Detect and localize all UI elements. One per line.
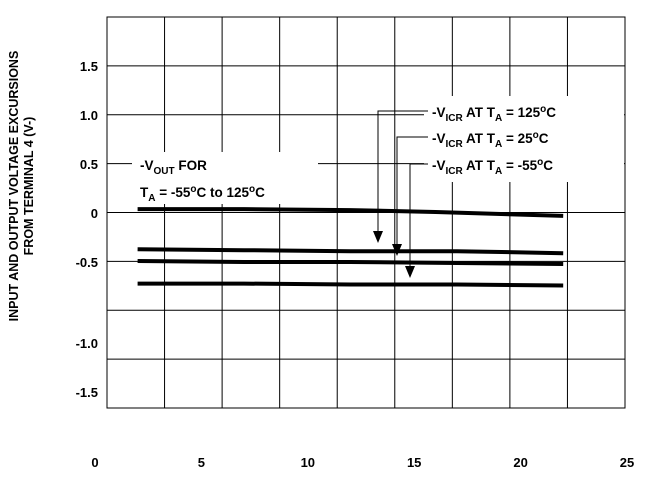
y-tick-label: 1.0	[80, 108, 98, 123]
series-line-0	[137, 207, 564, 218]
vout-annotation-line-1: -VOUT FOR	[140, 158, 207, 177]
x-tick-label: 15	[407, 455, 421, 470]
vout-annotation-line-2: TA = -55oC to 125oC	[140, 184, 265, 204]
x-tick-label: 20	[513, 455, 527, 470]
y-tick-label: -0.5	[76, 255, 98, 270]
y-tick-labels: 1.5 1.0 0.5 0 -0.5 -1.0 -1.5	[76, 59, 98, 400]
arrowhead-125c	[373, 231, 383, 243]
y-axis-title-line-1: INPUT AND OUTPUT VOLTAGE EXCURSIONS	[7, 51, 21, 322]
grid	[106, 16, 626, 409]
x-tick-label: 0	[91, 455, 98, 470]
y-tick-label: 0.5	[80, 157, 98, 172]
arrowhead-25c	[392, 244, 402, 256]
icr-label-background	[424, 96, 624, 182]
icr-annotations: -VICR AT TA = 125oC -VICR AT TA = 25oC -…	[432, 104, 556, 177]
y-tick-label: -1.0	[76, 336, 98, 351]
x-tick-label: 5	[198, 455, 205, 470]
leader-125c	[377, 110, 428, 233]
y-tick-label: -1.5	[76, 385, 98, 400]
arrowhead-minus55c	[405, 266, 415, 278]
y-axis-title-line-2: FROM TERMINAL 4 (V-)	[22, 117, 36, 256]
curves	[137, 207, 564, 288]
x-tick-label: 10	[301, 455, 315, 470]
series-line-1	[137, 247, 564, 256]
annotation-leaders	[373, 110, 428, 278]
icr-annotation-25c: -VICR AT TA = 25oC	[432, 130, 549, 150]
x-tick-label: 25	[620, 455, 634, 470]
series-line-3	[137, 281, 564, 288]
vout-label-background	[132, 152, 318, 204]
series-line-2	[137, 259, 564, 266]
y-tick-label: 1.5	[80, 59, 98, 74]
leader-minus55c	[409, 163, 428, 268]
leader-25c	[396, 136, 428, 246]
y-tick-label: 0	[91, 206, 98, 221]
x-tick-labels: 0 5 10 15 20 25	[91, 455, 634, 470]
icr-annotation-minus55c: -VICR AT TA = -55oC	[432, 157, 553, 177]
icr-annotation-125c: -VICR AT TA = 125oC	[432, 104, 556, 124]
